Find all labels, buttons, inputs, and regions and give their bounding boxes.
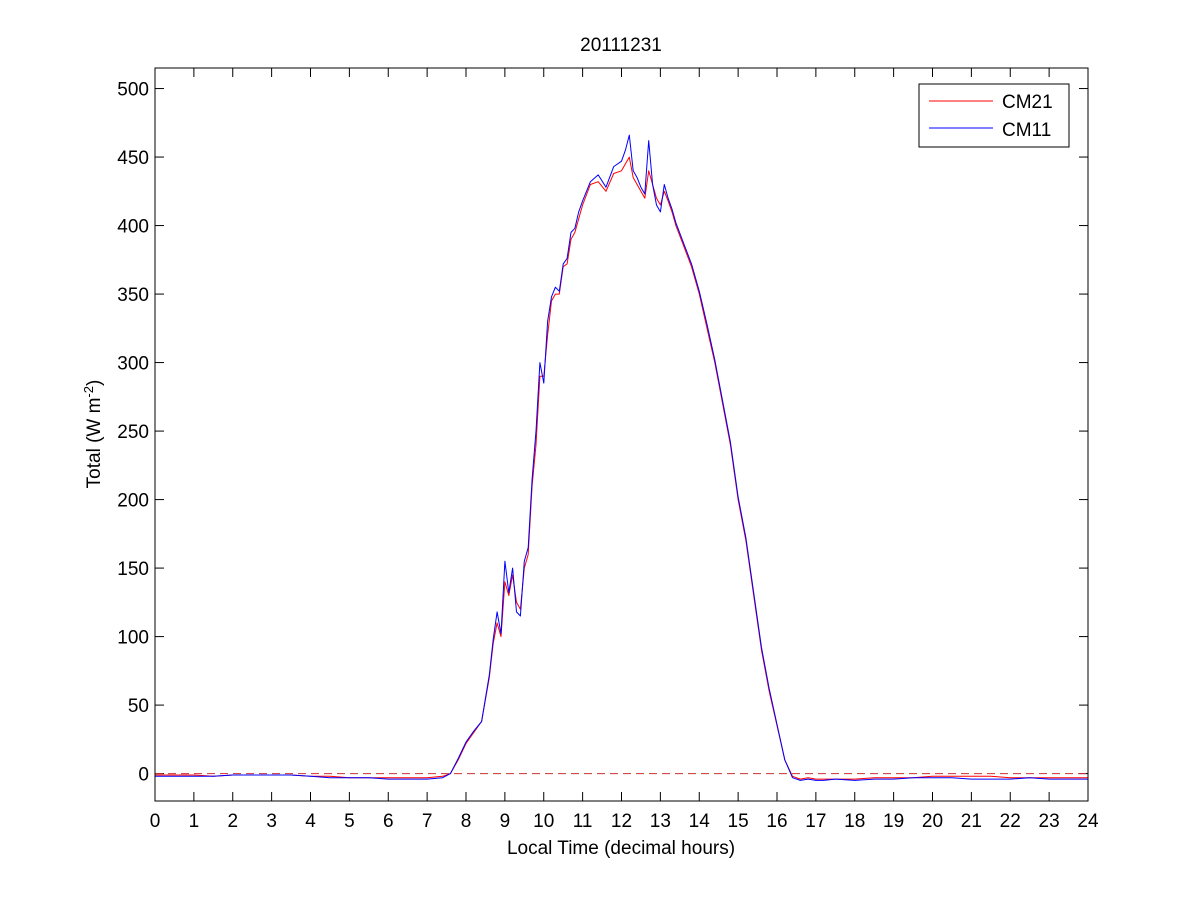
y-tick-label: 50 [128,696,149,717]
y-tick-label: 450 [117,148,149,169]
plot-area [155,134,1088,781]
axes-frame [154,67,1089,802]
x-tick-label: 24 [1077,811,1099,832]
x-tick-label: 17 [805,811,826,832]
x-tick-label: 14 [689,811,711,832]
x-tick-label: 7 [422,811,433,832]
x-tick-label: 11 [573,811,593,832]
y-axis-label: Total (W m-2) [81,380,106,489]
x-tick-label: 13 [650,811,671,832]
x-tick-label: 19 [883,811,904,832]
tick-layer: 0 1 2 3 4 5 6 7 8 9 10 11 12 13 14 15 16 17 18 19 20 21 22 23 24… [117,68,1099,832]
y-tick-label: 200 [117,491,149,512]
y-tick-label: 500 [117,80,149,101]
x-tick-label: 21 [961,811,982,832]
y-tick-label: 0 [138,765,149,786]
y-axis-label-main: Total (W m [84,398,105,489]
x-tick-label: 1 [189,811,200,832]
x-tick-label: 23 [1039,811,1060,832]
legend-box [918,83,1070,148]
y-tick-label: 350 [117,285,149,306]
x-tick-label: 2 [227,811,238,832]
x-tick-label: 18 [844,811,865,832]
x-tick-label: 15 [728,811,749,832]
x-axis-label: Local Time (decimal hours) [507,838,735,859]
x-tick-label: 12 [611,811,632,832]
x-tick-label: 4 [305,811,316,832]
x-tick-label: 20 [922,811,943,832]
y-axis-label-exponent: -2 [81,386,96,398]
y-axis-label-close: ) [84,380,105,386]
x-tick-label: 3 [266,811,277,832]
x-tick-label: 8 [461,811,472,832]
y-tick-label: 400 [117,217,149,238]
y-tick-label: 150 [117,559,149,580]
series-line-cm11 [155,134,1088,781]
x-tick-label: 10 [533,811,554,832]
x-tick-label: 22 [1000,811,1021,832]
x-tick-label: 16 [766,811,787,832]
legend-label-cm11: CM11 [1002,120,1051,141]
x-tick-label: 9 [500,811,511,832]
x-tick-label: 0 [150,811,161,832]
y-tick-label: 250 [117,422,149,443]
x-tick-label: 6 [383,811,394,832]
legend-label-cm21: CM21 [1002,92,1053,113]
x-tick-label: 5 [344,811,355,832]
chart-title: 20111231 [580,35,662,56]
y-tick-label: 100 [117,628,149,649]
legend: CM21 CM11 [918,83,1070,148]
y-tick-label: 300 [117,354,149,375]
